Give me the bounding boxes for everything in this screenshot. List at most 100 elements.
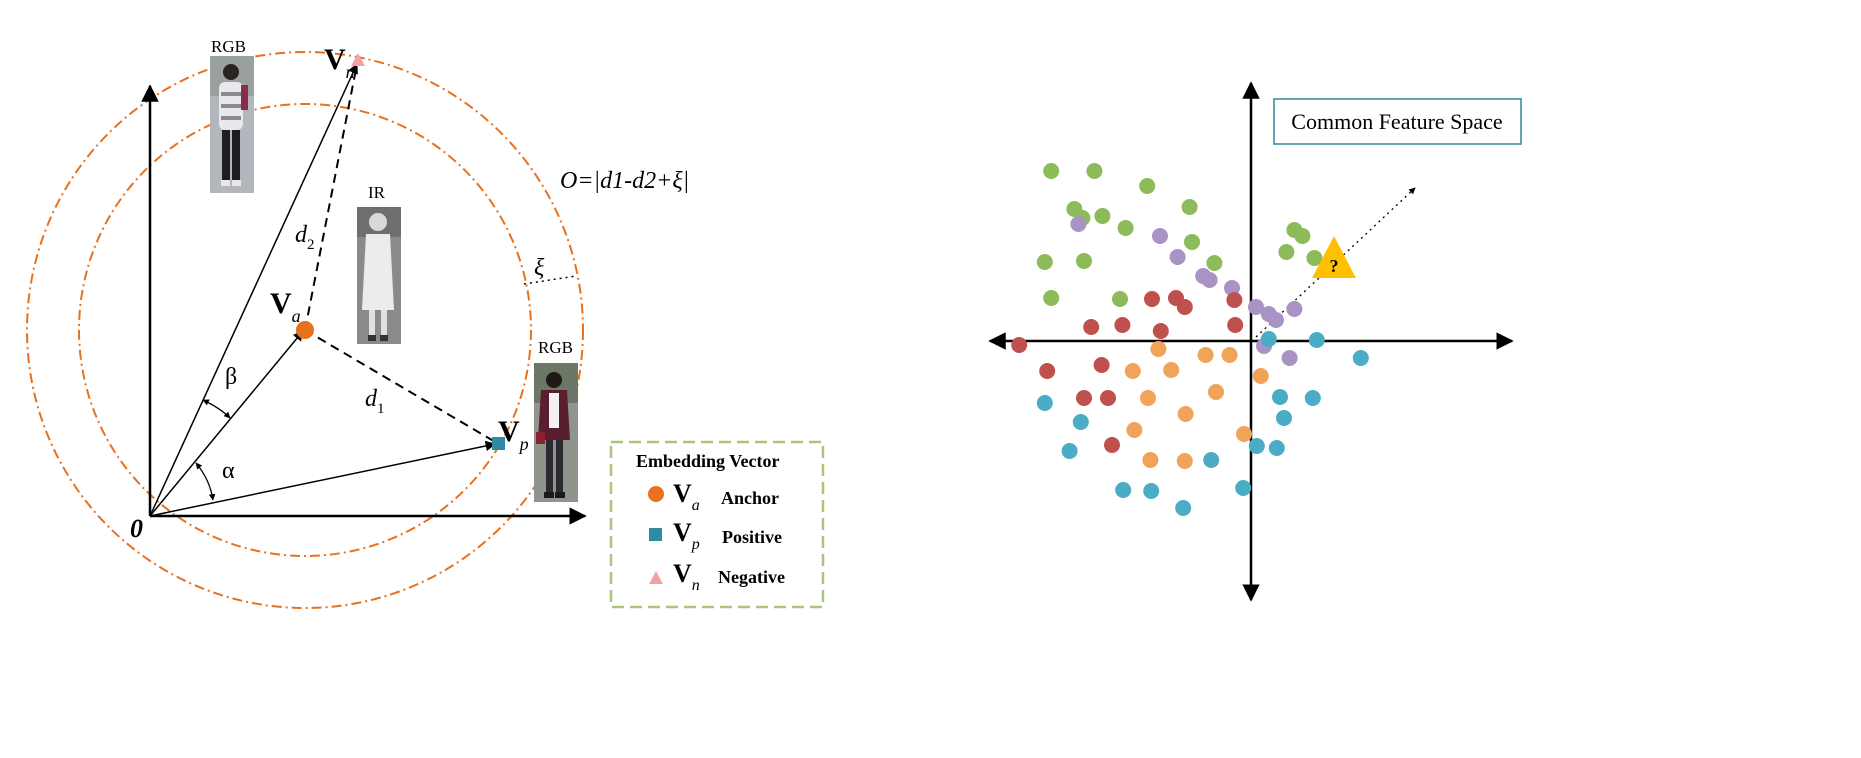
green-cluster-point (1286, 222, 1303, 238)
blue-cluster-point (1175, 500, 1192, 516)
angle-alpha-label: α (222, 458, 235, 484)
green-cluster-point (1094, 208, 1111, 224)
orange-cluster-point (1140, 390, 1156, 406)
green-cluster-point (1076, 253, 1092, 269)
rgb-right-photo (534, 363, 578, 502)
blue-cluster-point (1260, 331, 1277, 347)
green-cluster-point (1036, 254, 1053, 270)
purple-cluster-point (1281, 350, 1298, 366)
right-diagram: Common Feature Space ? (988, 81, 1522, 602)
purple-cluster-point (1152, 228, 1168, 244)
margin-xi-label: ξ (534, 255, 545, 281)
blue-cluster-point (1072, 414, 1089, 430)
vector-to-anchor (149, 330, 304, 517)
ir-label: IR (368, 183, 386, 202)
red-cluster-point (1176, 299, 1193, 315)
orange-cluster-point (1126, 422, 1143, 438)
green-cluster-point (1139, 178, 1156, 194)
orange-cluster-point (1142, 452, 1159, 468)
blue-cluster-point (1061, 443, 1078, 459)
blue-cluster-point (1304, 390, 1321, 406)
blue-cluster-point (1272, 389, 1288, 405)
angle-alpha-arc (195, 462, 216, 501)
purple-cluster-point (1201, 272, 1218, 288)
blue-cluster-point (1115, 482, 1132, 498)
feature-space-title: Common Feature Space (1291, 109, 1502, 134)
distance-d1-line (304, 329, 498, 444)
green-cluster-point (1112, 291, 1128, 307)
orange-cluster-point (1252, 368, 1269, 384)
d2-label: d2 (295, 222, 315, 253)
red-cluster-point (1152, 323, 1169, 339)
green-cluster-point (1306, 250, 1323, 266)
green-cluster-point (1117, 220, 1134, 236)
green-cluster-point (1184, 234, 1200, 250)
legend-box (609, 440, 825, 609)
rgb-top-photo (210, 56, 254, 193)
legend-negative-marker (649, 571, 663, 584)
blue-cluster-point (1036, 395, 1053, 411)
query-marker: ? (1312, 236, 1356, 278)
cluster-points (1011, 163, 1369, 516)
blue-cluster-point (1308, 332, 1325, 348)
legend-anchor-label: Anchor (721, 488, 779, 508)
red-cluster-point (1226, 292, 1243, 308)
blue-cluster-point (1203, 452, 1220, 468)
ir-photo (357, 207, 401, 344)
anchor-label: Va (270, 287, 301, 326)
legend: Embedding Vector Va Anchor Vp Positive V… (609, 440, 825, 609)
blue-cluster-point (1143, 483, 1160, 499)
purple-cluster-point (1224, 280, 1240, 296)
red-cluster-point (1100, 390, 1116, 406)
inner-circle (78, 103, 532, 557)
angle-beta-label: β (225, 364, 237, 390)
orange-cluster-point (1236, 426, 1252, 442)
orange-cluster-point (1208, 384, 1224, 400)
blue-cluster-point (1276, 410, 1292, 426)
title-box (1273, 98, 1522, 145)
vector-to-negative (149, 63, 358, 517)
orange-cluster-point (1177, 406, 1194, 422)
green-cluster-point (1043, 163, 1060, 179)
blue-cluster-point (1352, 350, 1369, 366)
rgb-top-label: RGB (211, 37, 246, 56)
legend-positive-symbol: Vp (673, 518, 700, 553)
red-cluster-point (1039, 363, 1056, 379)
blue-cluster-point (1248, 438, 1265, 454)
orange-cluster-point (1124, 363, 1141, 379)
red-cluster-point (1093, 357, 1110, 373)
objective-formula: O=|d1-d2+ξ| (560, 168, 689, 194)
legend-negative-symbol: Vn (673, 559, 700, 594)
blue-cluster-point (1235, 480, 1252, 496)
orange-cluster-point (1163, 362, 1180, 378)
legend-title: Embedding Vector (636, 451, 780, 471)
negative-marker (351, 53, 365, 66)
purple-cluster-point (1268, 312, 1284, 328)
legend-negative-label: Negative (718, 567, 785, 587)
legend-positive-label: Positive (722, 527, 782, 547)
orange-cluster-point (1176, 453, 1193, 469)
anchor-marker (296, 321, 314, 339)
purple-cluster-point (1169, 249, 1186, 265)
green-cluster-point (1206, 255, 1223, 271)
legend-anchor-symbol: Va (673, 479, 700, 514)
red-cluster-point (1227, 317, 1244, 333)
purple-cluster-point (1070, 216, 1087, 232)
red-cluster-point (1114, 317, 1131, 333)
positive-label: Vp (498, 415, 529, 454)
origin-label: 0 (130, 514, 143, 543)
distance-d2-line (304, 63, 358, 331)
left-diagram: 0 α β Va Vp Vn d2 d1 ξ O=|d1-d2+ξ| RGB I… (26, 37, 825, 609)
negative-label: Vn (324, 43, 355, 82)
red-cluster-point (1083, 319, 1100, 335)
vector-to-positive (149, 440, 497, 517)
d1-label: d1 (365, 386, 385, 417)
green-cluster-point (1181, 199, 1198, 215)
legend-anchor-marker (648, 486, 664, 502)
positive-marker (492, 437, 505, 450)
red-cluster-point (1144, 291, 1160, 307)
rgb-right-label: RGB (538, 338, 573, 357)
green-cluster-point (1043, 290, 1060, 306)
green-cluster-point (1086, 163, 1103, 179)
purple-cluster-point (1286, 301, 1303, 317)
